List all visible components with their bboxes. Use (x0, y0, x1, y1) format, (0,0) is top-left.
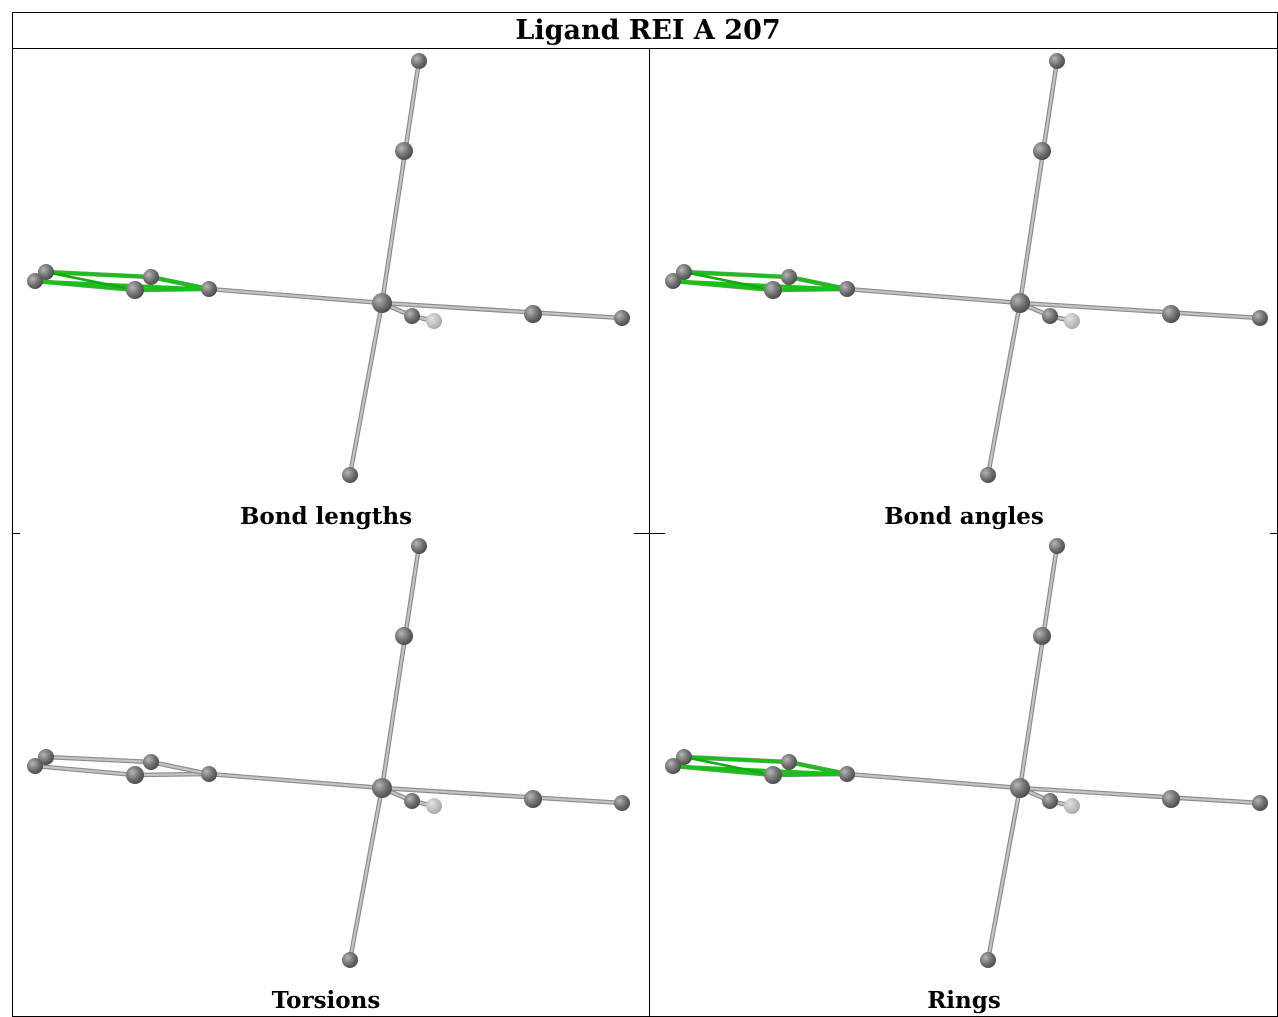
atom (372, 778, 392, 798)
panel-rings (665, 538, 1268, 968)
atom (395, 627, 413, 645)
bond (133, 772, 211, 777)
bond (33, 764, 137, 777)
atom (524, 790, 542, 808)
panel-label: Bond lengths (240, 503, 412, 530)
atom (1162, 790, 1180, 808)
atom (980, 467, 996, 483)
atom (143, 754, 159, 770)
atom (1049, 538, 1065, 554)
atom (1064, 798, 1080, 814)
atom (411, 53, 427, 69)
atom (1033, 142, 1051, 160)
bond (1018, 59, 1059, 305)
figure-title: Ligand REI A 207 (515, 15, 780, 46)
atom (404, 793, 420, 809)
bond (380, 786, 624, 805)
atom (143, 269, 159, 285)
atom (27, 273, 43, 289)
bond (1018, 301, 1262, 320)
atom (1010, 778, 1030, 798)
bond (986, 301, 1022, 477)
bond (44, 755, 153, 764)
atom (764, 281, 782, 299)
ring-highlight-bond (683, 755, 774, 777)
atom (614, 310, 630, 326)
panels-layer: Bond lengths Bond angles Torsions Rings (27, 53, 1268, 1014)
figure-frame (12, 12, 1278, 1017)
atom (126, 281, 144, 299)
panel-bond-angles (665, 53, 1268, 483)
bond (845, 772, 1022, 790)
atom (764, 766, 782, 784)
atom (524, 305, 542, 323)
atom (1042, 308, 1058, 324)
atom (839, 281, 855, 297)
atom (201, 281, 217, 297)
bond (1018, 786, 1262, 805)
atom (342, 952, 358, 968)
panel-none (27, 538, 630, 968)
atom (426, 798, 442, 814)
atom (676, 264, 692, 280)
atom (1162, 305, 1180, 323)
ring-highlight-bond (672, 764, 848, 776)
atom (1049, 53, 1065, 69)
atom (201, 766, 217, 782)
atom (342, 467, 358, 483)
atom (839, 766, 855, 782)
panel-label: Rings (927, 987, 1001, 1014)
atom (372, 293, 392, 313)
atom (781, 754, 797, 770)
ring-highlight-bond (34, 279, 210, 291)
atom (676, 749, 692, 765)
bond (348, 301, 384, 477)
bond (207, 287, 384, 305)
ring-highlight-bond (683, 270, 774, 292)
atom (1042, 793, 1058, 809)
atom (665, 273, 681, 289)
panel-bond-lengths (27, 53, 630, 483)
atom (395, 142, 413, 160)
atom (411, 538, 427, 554)
ring-highlight-bond (45, 270, 136, 292)
panel-label: Torsions (272, 987, 381, 1014)
panel-label: Bond angles (884, 503, 1044, 530)
atom (1252, 310, 1268, 326)
bond (1018, 544, 1059, 790)
ring-highlight-bond (672, 279, 848, 291)
atom (404, 308, 420, 324)
bond (207, 772, 384, 790)
atom (38, 264, 54, 280)
atom (665, 758, 681, 774)
atom (614, 795, 630, 811)
atom (1010, 293, 1030, 313)
bond (845, 287, 1022, 305)
bond (149, 760, 211, 776)
atom (1064, 313, 1080, 329)
atom (126, 766, 144, 784)
atom (1033, 627, 1051, 645)
atom (38, 749, 54, 765)
bond (348, 786, 384, 962)
bond (380, 59, 421, 305)
bond (380, 301, 624, 320)
atom (781, 269, 797, 285)
bond (986, 786, 1022, 962)
atom (27, 758, 43, 774)
bond (380, 544, 421, 790)
atom (426, 313, 442, 329)
atom (1252, 795, 1268, 811)
atom (980, 952, 996, 968)
